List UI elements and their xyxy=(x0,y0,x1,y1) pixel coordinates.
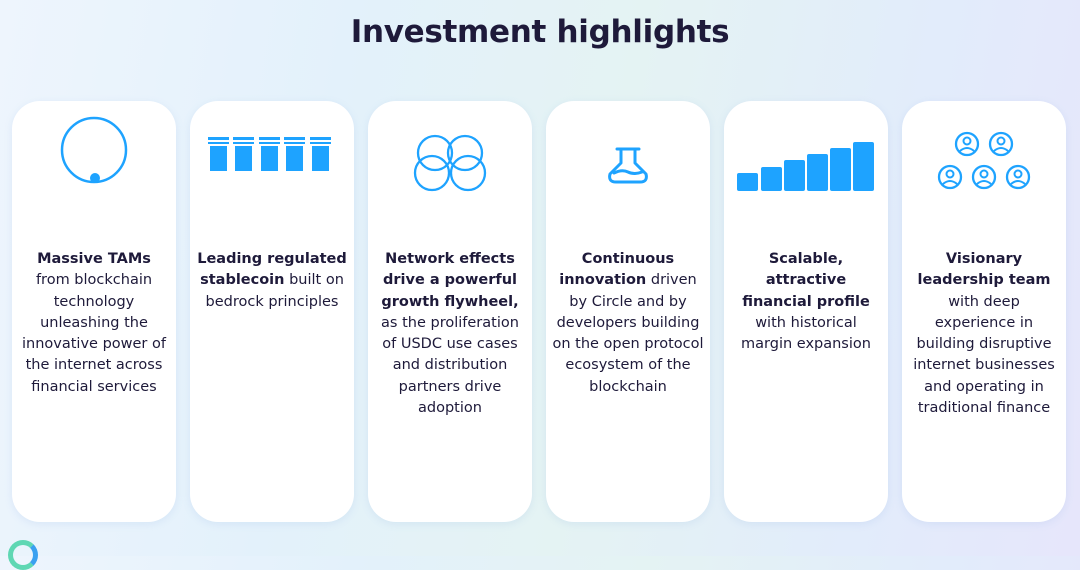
card-text: Leading regulated stablecoin built on be… xyxy=(197,251,347,310)
circle-dot-icon xyxy=(60,116,128,184)
columns-icon xyxy=(208,137,331,171)
card-text: Visionary leadership team with deep expe… xyxy=(913,251,1055,417)
bar-growth-icon xyxy=(737,142,874,191)
card-massive-tams: Massive TAMs from blockchain technology … xyxy=(12,101,176,522)
card-text: Continuous innovation driven by Circle a… xyxy=(552,251,704,395)
card-continuous-innovation: Continuous innovation driven by Circle a… xyxy=(546,101,710,522)
venn-circles-icon xyxy=(413,134,487,192)
card-text: Scalable, attractive financial profile w… xyxy=(741,251,871,353)
card-text: Network effects drive a powerful growth … xyxy=(381,251,519,417)
page-title: Investment highlights xyxy=(350,14,730,50)
team-icon xyxy=(937,131,1031,190)
card-network-effects: Network effects drive a powerful growth … xyxy=(368,101,532,522)
card-leadership-team: Visionary leadership team with deep expe… xyxy=(902,101,1066,522)
card-regulated-stablecoin: Leading regulated stablecoin built on be… xyxy=(190,101,354,522)
flask-icon xyxy=(608,147,648,184)
circle-logo-icon xyxy=(8,540,38,570)
card-financial-profile: Scalable, attractive financial profile w… xyxy=(724,101,888,522)
card-text: Massive TAMs from blockchain technology … xyxy=(22,251,166,395)
